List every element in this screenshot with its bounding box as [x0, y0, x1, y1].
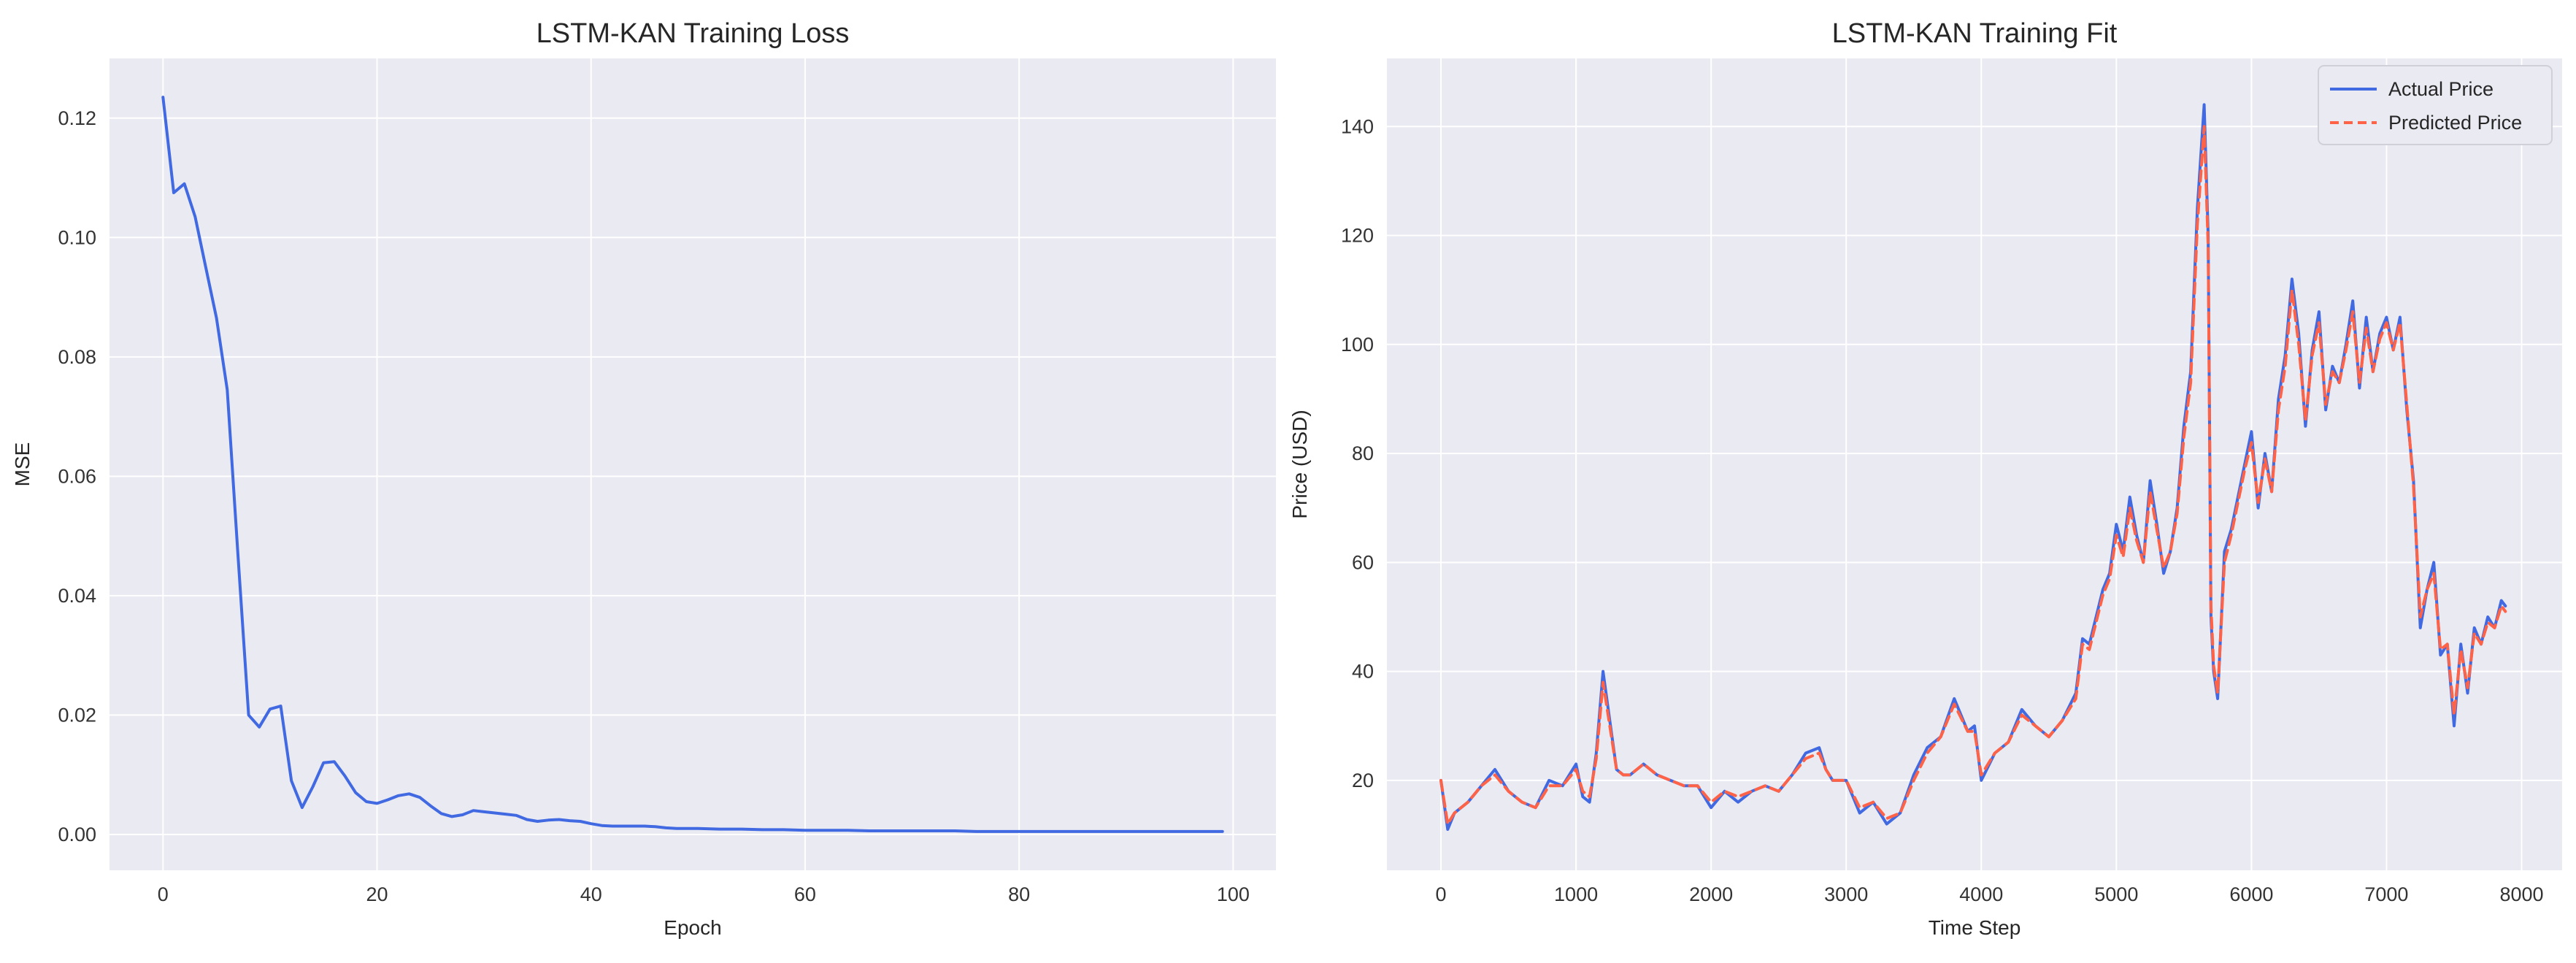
x-tick-label: 40 — [580, 883, 602, 905]
x-tick-label: 0 — [1436, 883, 1447, 905]
y-tick-label: 60 — [1352, 551, 1374, 573]
y-tick-label: 0.08 — [58, 346, 96, 368]
y-tick-label: 0.10 — [58, 226, 96, 248]
fit-series — [1439, 103, 2507, 831]
y-tick-label: 0.02 — [58, 704, 96, 726]
y-tick-label: 40 — [1352, 661, 1374, 683]
fit-chart-title: LSTM-KAN Training Fit — [1832, 18, 2118, 49]
y-tick-label: 120 — [1341, 225, 1374, 247]
fit-chart: 0 1000 2000 3000 4000 5000 6000 7000 8000 20 40 60 8… — [1288, 18, 2562, 939]
y-tick-label: 100 — [1341, 334, 1374, 356]
x-tick-label: 7000 — [2364, 883, 2408, 905]
x-tick-label: 100 — [1217, 883, 1250, 905]
loss-line — [161, 96, 1224, 833]
y-tick-label: 140 — [1341, 115, 1374, 137]
y-tick-label: 80 — [1352, 442, 1374, 464]
legend-label-actual: Actual Price — [2388, 78, 2494, 100]
fit-x-axis-label: Time Step — [1929, 916, 2021, 939]
x-tick-label: 5000 — [2094, 883, 2138, 905]
fit-y-axis-label: Price (USD) — [1288, 410, 1311, 518]
predicted-price-line — [1439, 125, 2507, 826]
fit-tick-labels: 0 1000 2000 3000 4000 5000 6000 7000 8000 20 40 60 8… — [1341, 115, 2544, 905]
x-tick-label: 4000 — [1959, 883, 2003, 905]
loss-grid — [109, 58, 1276, 870]
legend-label-predicted: Predicted Price — [2388, 112, 2522, 134]
x-tick-label: 3000 — [1824, 883, 1868, 905]
loss-series — [161, 96, 1224, 833]
y-tick-label: 20 — [1352, 770, 1374, 791]
legend: Actual Price Predicted Price — [2318, 65, 2553, 145]
loss-y-axis-label: MSE — [11, 442, 34, 487]
y-tick-label: 0.00 — [58, 824, 96, 845]
x-tick-label: 2000 — [1689, 883, 1733, 905]
y-tick-label: 0.06 — [58, 465, 96, 487]
x-tick-label: 0 — [158, 883, 169, 905]
fit-grid — [1387, 58, 2562, 870]
x-tick-label: 60 — [794, 883, 816, 905]
x-tick-label: 80 — [1008, 883, 1030, 905]
y-tick-label: 0.12 — [58, 107, 96, 129]
x-tick-label: 1000 — [1554, 883, 1598, 905]
x-tick-label: 20 — [366, 883, 388, 905]
y-tick-label: 0.04 — [58, 585, 96, 607]
loss-chart-title: LSTM-KAN Training Loss — [537, 18, 850, 49]
x-tick-label: 8000 — [2499, 883, 2543, 905]
loss-axes-background — [109, 58, 1276, 870]
loss-chart: 0 20 40 60 80 100 0.00 0.02 0.04 0.06 0.08 0.10 0.12… — [11, 18, 1276, 939]
loss-tick-labels: 0 20 40 60 80 100 0.00 0.02 0.04 0.06 0.08 0.10 0.12 — [58, 107, 1249, 905]
loss-x-axis-label: Epoch — [664, 916, 721, 939]
x-tick-label: 6000 — [2229, 883, 2273, 905]
legend-box — [2318, 65, 2553, 145]
